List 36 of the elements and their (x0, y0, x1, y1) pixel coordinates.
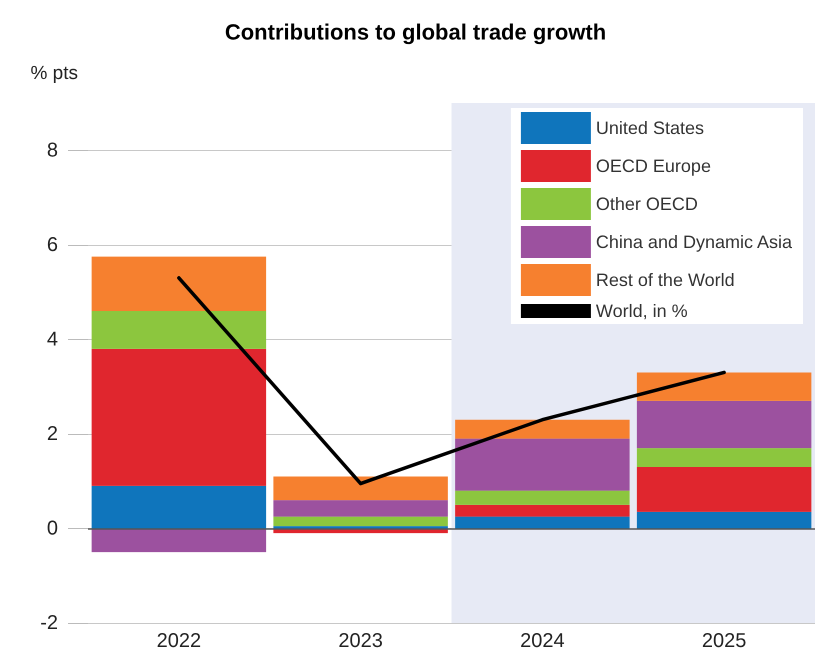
legend-label: Other OECD (596, 194, 698, 214)
bar (92, 486, 266, 528)
bar (92, 528, 266, 552)
legend-label: China and Dynamic Asia (596, 232, 793, 252)
x-tick-label: 2025 (702, 630, 746, 652)
bar (92, 311, 266, 349)
x-tick-label: 2024 (520, 630, 565, 652)
x-tick-label: 2022 (156, 630, 202, 652)
bar (92, 348, 266, 486)
bar (92, 256, 266, 311)
y-tick-label: 0 (46, 517, 58, 540)
chart-title: Contributions to global trade growth (224, 20, 606, 44)
y-tick-label: 6 (46, 234, 58, 256)
y-axis-title: % pts (30, 63, 78, 84)
bar (455, 504, 630, 517)
y-tick-label: 2 (46, 422, 58, 445)
bar (273, 516, 448, 526)
x-tick-label: 2023 (338, 630, 383, 652)
legend-label: OECD Europe (596, 156, 711, 176)
bar (636, 512, 812, 528)
bar (455, 490, 630, 505)
y-tick-label: 8 (46, 139, 58, 162)
legend-label: World, in % (596, 301, 688, 321)
legend-label: United States (596, 118, 704, 138)
bar (273, 500, 448, 517)
legend-label: Rest of the World (596, 270, 735, 290)
bar (636, 448, 812, 467)
y-tick-label: -2 (40, 612, 58, 634)
bar (273, 476, 448, 500)
bar (636, 467, 812, 512)
bar (455, 420, 630, 439)
bar (455, 516, 630, 528)
y-tick-label: 4 (46, 328, 58, 350)
bar (455, 438, 630, 491)
bar (636, 400, 812, 448)
bar (636, 372, 812, 401)
